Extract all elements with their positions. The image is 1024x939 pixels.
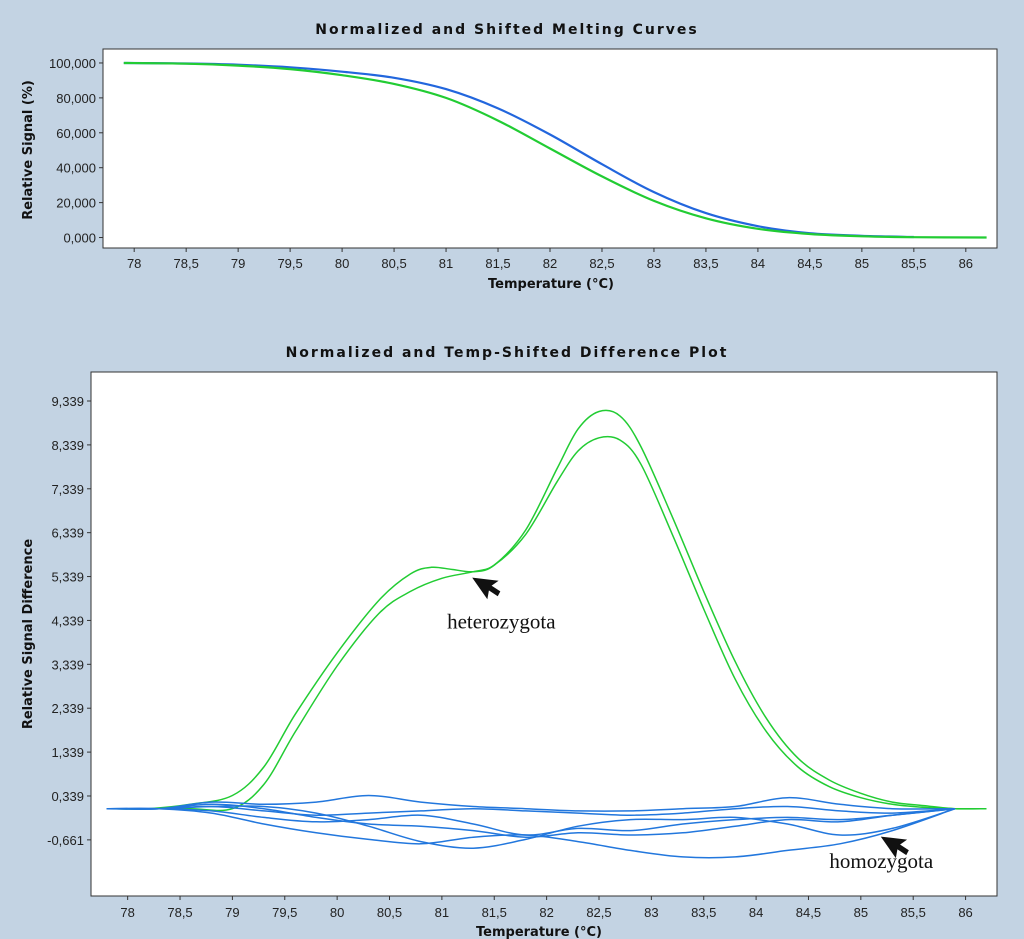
x-tick-label: 85 — [855, 256, 869, 271]
x-axis-label: Temperature (°C) — [488, 277, 614, 292]
series-line-1 — [123, 61, 987, 239]
y-tick-label: 2,339 — [51, 701, 84, 716]
y-tick-label: 9,339 — [51, 394, 84, 409]
x-tick-label: 84,5 — [796, 905, 821, 920]
series-line-0 — [106, 409, 987, 810]
y-tick-label: 0,339 — [51, 789, 84, 804]
y-tick-label: -0,661 — [47, 833, 84, 848]
x-tick-label: 78 — [120, 905, 134, 920]
arrow-cursor-icon — [472, 577, 501, 600]
x-ticks: 78 78,5 79 79,5 80 80,5 81 81,5 82 82,5 83 83,5 84 84… — [127, 248, 973, 271]
series-line-2 — [106, 794, 956, 812]
series-group — [123, 61, 987, 239]
x-tick-label: 79,5 — [277, 256, 302, 271]
y-tick-label: 60,000 — [56, 126, 96, 141]
x-tick-label: 79,5 — [272, 905, 297, 920]
y-tick-label: 0,000 — [63, 231, 96, 246]
x-tick-label: 80,5 — [377, 905, 402, 920]
x-tick-label: 85 — [854, 905, 868, 920]
series-line-6 — [106, 805, 956, 849]
x-tick-label: 84 — [751, 256, 765, 271]
x-tick-label: 78,5 — [174, 256, 199, 271]
series-line-0 — [123, 61, 914, 239]
x-tick-label: 81,5 — [482, 905, 507, 920]
annotation-label: heterozygota — [447, 610, 556, 634]
x-ticks: 78 78,5 79 79,5 80 80,5 81 81,5 82 82,5 83 83,5 84 84… — [120, 896, 973, 920]
x-tick-label: 81 — [435, 905, 449, 920]
y-axis-label: Relative Signal (%) — [21, 80, 36, 220]
series-line-3 — [106, 805, 956, 817]
x-tick-label: 79 — [231, 256, 245, 271]
y-tick-label: 80,000 — [56, 91, 96, 106]
series-group — [106, 409, 987, 859]
y-tick-label: 40,000 — [56, 161, 96, 176]
melting-curves-chart: Normalized and Shifted Melting Curves 78… — [21, 22, 998, 292]
y-tick-label: 5,339 — [51, 570, 84, 585]
difference-plot-chart: Normalized and Temp-Shifted Difference P… — [21, 345, 998, 939]
x-tick-label: 86 — [959, 256, 973, 271]
series-line-7 — [106, 803, 956, 838]
plot-area — [90, 371, 998, 897]
x-tick-label: 82 — [539, 905, 553, 920]
x-tick-label: 83,5 — [693, 256, 718, 271]
x-tick-label: 85,5 — [901, 256, 926, 271]
y-tick-label: 3,339 — [51, 657, 84, 672]
series-line-1 — [106, 435, 987, 812]
chart-title: Normalized and Temp-Shifted Difference P… — [286, 345, 729, 361]
y-tick-label: 6,339 — [51, 526, 84, 541]
y-ticks: -0,661 0,339 1,339 2,339 3,339 4,339 5,339 6,33… — [47, 394, 91, 848]
y-tick-label: 1,339 — [51, 745, 84, 760]
y-tick-label: 7,339 — [51, 482, 84, 497]
y-axis-label: Relative Signal Difference — [21, 539, 36, 729]
x-tick-label: 82,5 — [589, 256, 614, 271]
x-tick-label: 84 — [749, 905, 763, 920]
series-line-5 — [106, 807, 956, 859]
x-tick-label: 78,5 — [167, 905, 192, 920]
x-tick-label: 79 — [225, 905, 239, 920]
y-ticks: 0,000 20,000 40,000 60,000 80,000 100,000 — [49, 56, 103, 246]
annotation-label: homozygota — [829, 849, 933, 873]
x-axis-label: Temperature (°C) — [476, 925, 602, 939]
arrow-cursor-icon — [880, 836, 909, 859]
x-tick-label: 85,5 — [901, 905, 926, 920]
x-tick-label: 86 — [958, 905, 972, 920]
y-tick-label: 4,339 — [51, 613, 84, 628]
x-tick-label: 78 — [127, 256, 141, 271]
x-tick-label: 80 — [330, 905, 344, 920]
x-tick-label: 83,5 — [691, 905, 716, 920]
x-tick-label: 81,5 — [485, 256, 510, 271]
x-tick-label: 83 — [647, 256, 661, 271]
annotations: heterozygota homozygota — [447, 577, 934, 873]
x-tick-label: 82,5 — [586, 905, 611, 920]
y-tick-label: 100,000 — [49, 56, 96, 71]
y-tick-label: 20,000 — [56, 196, 96, 211]
x-tick-label: 80 — [335, 256, 349, 271]
x-tick-label: 81 — [439, 256, 453, 271]
y-tick-label: 8,339 — [51, 438, 84, 453]
x-tick-label: 83 — [644, 905, 658, 920]
x-tick-label: 80,5 — [381, 256, 406, 271]
x-tick-label: 82 — [543, 256, 557, 271]
x-tick-label: 84,5 — [797, 256, 822, 271]
chart-title: Normalized and Shifted Melting Curves — [315, 22, 698, 38]
